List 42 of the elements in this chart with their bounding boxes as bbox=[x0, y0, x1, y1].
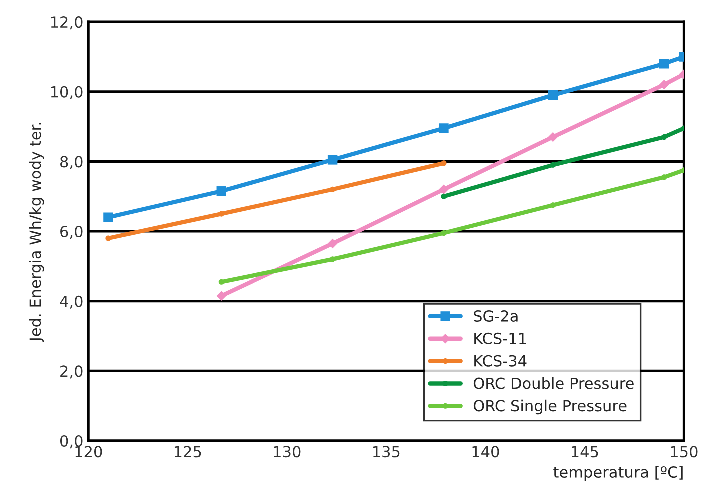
y-tick-label: 6,0 bbox=[60, 226, 83, 240]
x-tick-label: 125 bbox=[174, 446, 202, 458]
legend-label: SG-2a bbox=[474, 310, 518, 322]
point bbox=[106, 236, 112, 242]
point bbox=[550, 202, 556, 208]
y-tick-label: 8,0 bbox=[60, 156, 83, 170]
point bbox=[662, 134, 668, 140]
legend-label: ORC Single Pressure bbox=[474, 400, 627, 415]
point bbox=[104, 212, 114, 222]
point bbox=[216, 186, 226, 196]
x-axis-title: temperatura [ºC] bbox=[554, 466, 683, 481]
legend-label: ORC Double Pressure bbox=[474, 377, 634, 390]
y-tick-label: 12,0 bbox=[51, 16, 83, 30]
point bbox=[441, 194, 447, 200]
point bbox=[548, 132, 558, 142]
legend-label: KCS-11 bbox=[474, 332, 526, 344]
point bbox=[330, 256, 336, 262]
y-axis-title: Jed. Energia Wh/kg wody ter. bbox=[29, 123, 44, 342]
x-tick-label: 140 bbox=[472, 446, 500, 458]
point bbox=[218, 211, 224, 217]
x-tick-label: 145 bbox=[572, 446, 598, 458]
point bbox=[439, 184, 449, 195]
point bbox=[659, 80, 670, 90]
point bbox=[441, 230, 447, 236]
legend-label: KCS-34 bbox=[474, 355, 527, 367]
point bbox=[328, 238, 338, 249]
y-tick-label: 10,0 bbox=[51, 86, 83, 100]
point bbox=[662, 174, 668, 180]
x-tick-label: 150 bbox=[671, 446, 698, 458]
y-tick-label: 2,0 bbox=[60, 366, 83, 379]
point bbox=[439, 124, 449, 134]
point bbox=[659, 59, 670, 69]
x-tick-label: 135 bbox=[374, 446, 400, 458]
point bbox=[441, 160, 447, 166]
point bbox=[330, 186, 336, 192]
x-tick-label: 130 bbox=[274, 446, 301, 458]
point bbox=[216, 291, 227, 302]
point bbox=[328, 155, 338, 165]
y-tick-label: 4,0 bbox=[60, 296, 83, 309]
point bbox=[218, 279, 224, 285]
point bbox=[550, 162, 556, 168]
point bbox=[548, 90, 558, 100]
